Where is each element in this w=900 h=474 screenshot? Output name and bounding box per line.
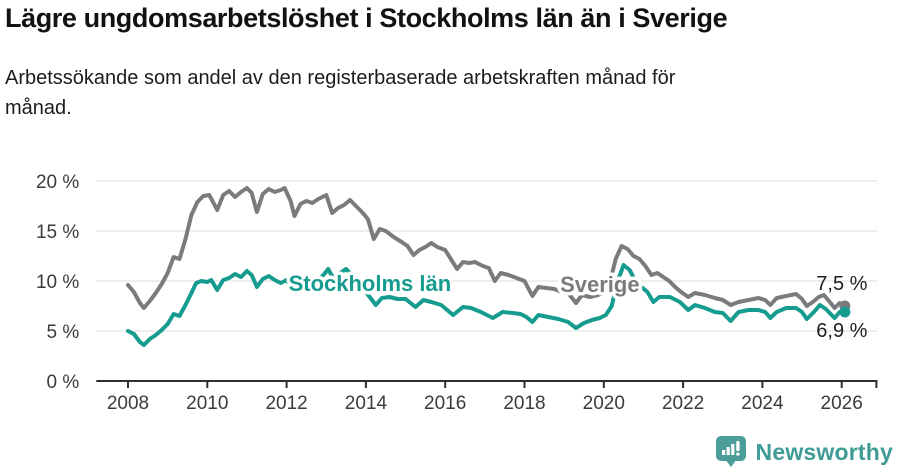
series-line-stockholms-l-n [126, 263, 847, 347]
x-axis-tick-label: 2020 [583, 393, 625, 414]
newsworthy-branding: Newsworthy [715, 435, 893, 469]
brand-name: Newsworthy [755, 438, 893, 465]
exclamation-bar [735, 441, 740, 451]
y-axis-tick-label: 15 % [36, 222, 79, 243]
bar-3 [730, 444, 734, 455]
y-axis-tick-label: 10 % [36, 272, 79, 293]
x-axis-tick-label: 2024 [741, 393, 784, 414]
chart-subtitle: Arbetssökande som andel av den registerb… [5, 67, 676, 119]
series-line-sverige [126, 186, 847, 310]
unemployment-line-chart: 0 % 5 % 10 % 15 % 20 % 2008 2010 2012 2014 2016 20… [36, 172, 878, 414]
speech-bubble-shape [715, 436, 746, 467]
x-axis-tick-label: 2018 [503, 393, 545, 414]
x-axis-tick-label: 2026 [821, 393, 863, 414]
y-axis-tick-label: 5 % [47, 322, 80, 343]
bar-2 [726, 447, 730, 455]
series-end-value-label: 6,9 % [816, 320, 867, 342]
x-axis-tick-label: 2022 [662, 393, 704, 414]
series-end-dot [839, 306, 851, 318]
x-axis-tick-label: 2012 [265, 393, 307, 414]
bar-chart-speech-bubble-icon [715, 436, 746, 467]
series-name-label: Stockholms län [289, 271, 452, 296]
x-axis-tick-label: 2016 [424, 393, 466, 414]
x-axis-tick-label: 2008 [107, 393, 149, 414]
y-axis-tick-label: 0 % [47, 372, 80, 393]
exclamation-dot [735, 452, 740, 456]
series-name-label: Sverige [560, 272, 640, 297]
y-axis-tick-label: 20 % [36, 172, 79, 193]
x-axis-tick-label: 2014 [345, 393, 388, 414]
x-axis-tick-label: 2010 [186, 393, 228, 414]
bar-1 [721, 450, 725, 455]
page-title: Lägre ungdomsarbetslöshet i Stockholms l… [5, 3, 728, 33]
series-end-value-label: 7,5 % [816, 273, 867, 295]
